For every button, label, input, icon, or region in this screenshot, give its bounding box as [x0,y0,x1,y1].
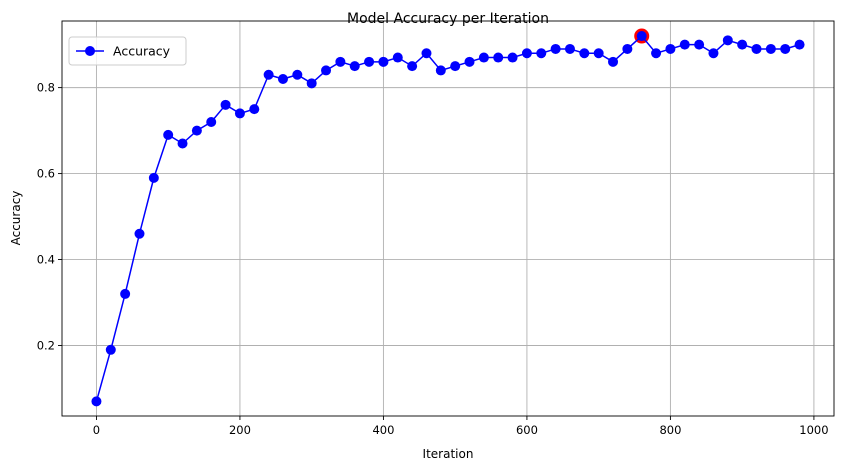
grid [62,21,834,416]
data-point [148,172,159,183]
data-point [392,52,403,63]
plot-frame [61,20,835,417]
series-line [95,34,800,402]
data-point [622,43,633,54]
y-tick-label: 0.2 [37,339,55,353]
chart-title: Model Accuracy per Iteration [347,11,549,27]
series-accuracy [91,28,805,407]
data-point [421,48,432,59]
data-point [722,35,733,46]
data-point [249,104,260,115]
y-tick-label: 0.4 [37,253,55,267]
data-point [464,56,475,67]
data-point [636,31,647,42]
x-tick-label: 600 [516,423,538,437]
data-point [765,43,776,54]
data-point [708,48,719,59]
data-point [679,39,690,50]
data-point [478,52,489,63]
data-point [364,56,375,67]
data-point [493,52,504,63]
data-point [407,61,418,72]
data-point [665,43,676,54]
data-point [263,69,274,80]
data-point [564,43,575,54]
data-point [751,43,762,54]
legend-box [68,36,187,66]
data-point [220,99,231,110]
data-point [105,344,116,355]
legend-label: Accuracy [113,44,171,59]
y-axis-ticks: 0.2 0.4 0.6 0.8 [37,81,62,353]
data-point [550,43,561,54]
x-tick-label: 400 [372,423,394,437]
x-tick-label: 800 [659,423,681,437]
data-point [608,56,619,67]
data-point [794,39,805,50]
x-axis-label: Iteration [423,447,474,461]
data-point [579,48,590,59]
data-point [521,48,532,59]
data-point [651,48,662,59]
data-point [694,39,705,50]
data-point [177,138,188,149]
data-point [120,288,131,299]
y-tick-label: 0.8 [37,81,55,95]
data-point [536,48,547,59]
data-point [593,48,604,59]
data-point [134,228,145,239]
data-point [335,56,346,67]
data-point [349,61,360,72]
x-axis-ticks: 0 200 400 600 800 1000 [93,416,829,437]
data-point [507,52,518,63]
data-point [163,129,174,140]
data-point [780,43,791,54]
x-tick-label: 0 [93,423,100,437]
data-point [292,69,303,80]
legend: Accuracy [68,36,187,66]
x-tick-label: 1000 [799,423,828,437]
data-point [91,396,102,407]
legend-marker [85,46,95,56]
y-axis-label: Accuracy [9,191,23,246]
data-point [191,125,202,136]
data-point [435,65,446,76]
data-point [306,78,317,89]
x-tick-label: 200 [229,423,251,437]
data-point [450,61,461,72]
data-point [277,74,288,85]
data-point [378,56,389,67]
y-tick-label: 0.6 [37,167,55,181]
data-point [206,117,217,128]
data-point [234,108,245,119]
data-point [737,39,748,50]
data-point [321,65,332,76]
